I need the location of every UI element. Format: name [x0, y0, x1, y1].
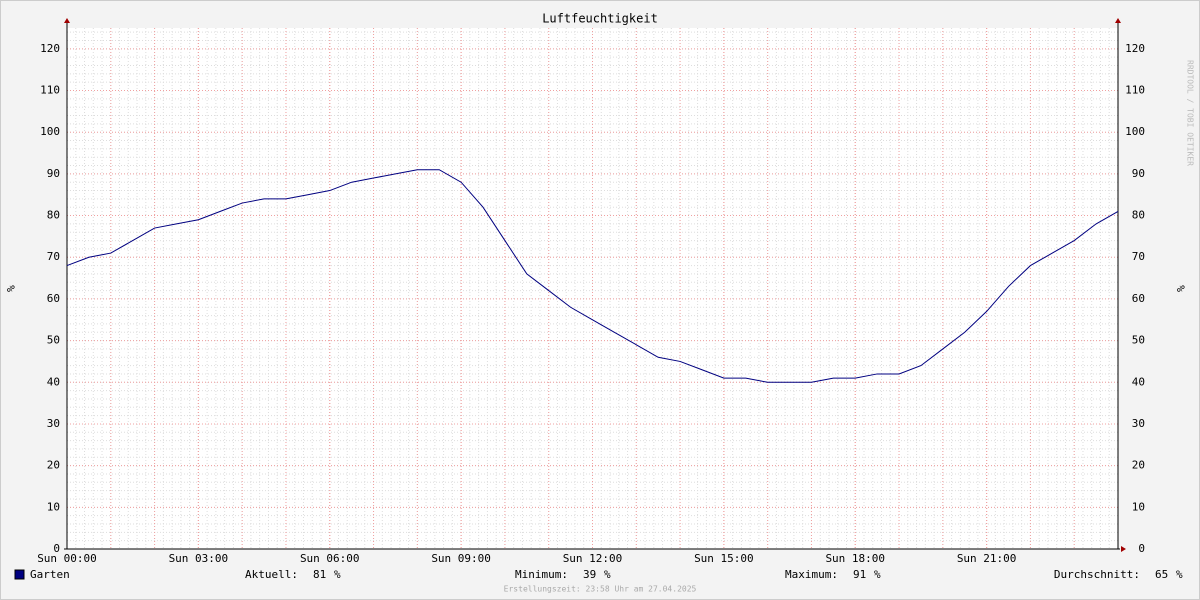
- y-tick-label: 120: [40, 42, 60, 55]
- legend-swatch: [14, 569, 25, 580]
- axis-arrow: [1121, 546, 1126, 552]
- x-tick-label: Sun 12:00: [563, 552, 623, 565]
- y2-tick-label: 40: [1132, 375, 1145, 388]
- axis-arrow: [64, 18, 70, 23]
- x-tick-label: Sun 03:00: [169, 552, 229, 565]
- stat-value: 65: [1155, 568, 1168, 581]
- y2-tick-label: 10: [1132, 500, 1145, 513]
- y-tick-label: 80: [47, 209, 60, 222]
- data-line: [66, 169, 1119, 383]
- y2-tick-label: 90: [1132, 167, 1145, 180]
- y2-tick-label: 30: [1132, 417, 1145, 430]
- x-tick-label: Sun 15:00: [694, 552, 754, 565]
- y2-tick-label: 110: [1125, 84, 1145, 97]
- x-tick-label: Sun 18:00: [825, 552, 885, 565]
- y2-tick-label: 20: [1132, 459, 1145, 472]
- plot-area: [67, 28, 1118, 549]
- stat-label: Minimum:: [515, 568, 568, 581]
- stat-unit: %: [874, 568, 881, 581]
- y2-tick-label: 120: [1125, 42, 1145, 55]
- stat-unit: %: [604, 568, 611, 581]
- stat-unit: %: [1176, 568, 1183, 581]
- y-tick-label: 40: [47, 375, 60, 388]
- stat-label: Maximum:: [785, 568, 838, 581]
- y-tick-label: 20: [47, 459, 60, 472]
- y2-axis-label: %: [1174, 285, 1187, 292]
- chart-title: Luftfeuchtigkeit: [542, 12, 658, 26]
- x-tick-label: Sun 21:00: [957, 552, 1017, 565]
- axis-arrow: [1115, 18, 1121, 23]
- watermark: RRDTOOL / TOBI OETIKER: [1186, 60, 1195, 166]
- y-tick-label: 70: [47, 250, 60, 263]
- y2-tick-label: 60: [1132, 292, 1145, 305]
- stat-unit: %: [334, 568, 341, 581]
- y2-tick-label: 100: [1125, 125, 1145, 138]
- y2-tick-label: 0: [1138, 542, 1145, 555]
- x-tick-label: Sun 06:00: [300, 552, 360, 565]
- footer: Erstellungszeit: 23:58 Uhr am 27.04.2025: [504, 585, 697, 594]
- y-tick-label: 100: [40, 125, 60, 138]
- stat-value: 91: [853, 568, 866, 581]
- y2-tick-label: 80: [1132, 209, 1145, 222]
- y-tick-label: 30: [47, 417, 60, 430]
- y-tick-label: 90: [47, 167, 60, 180]
- x-tick-label: Sun 00:00: [37, 552, 97, 565]
- x-tick-label: Sun 09:00: [431, 552, 491, 565]
- stat-value: 39: [583, 568, 596, 581]
- stat-label: Aktuell:: [245, 568, 298, 581]
- stat-label: Durchschnitt:: [1054, 568, 1140, 581]
- legend-label: Garten: [30, 568, 70, 581]
- y-tick-label: 10: [47, 500, 60, 513]
- y-tick-label: 60: [47, 292, 60, 305]
- y-tick-label: 110: [40, 84, 60, 97]
- stat-value: 81: [313, 568, 326, 581]
- y2-tick-label: 50: [1132, 334, 1145, 347]
- y-axis-label: %: [4, 285, 17, 292]
- y-tick-label: 50: [47, 334, 60, 347]
- y-tick-label: 0: [53, 542, 60, 555]
- y2-tick-label: 70: [1132, 250, 1145, 263]
